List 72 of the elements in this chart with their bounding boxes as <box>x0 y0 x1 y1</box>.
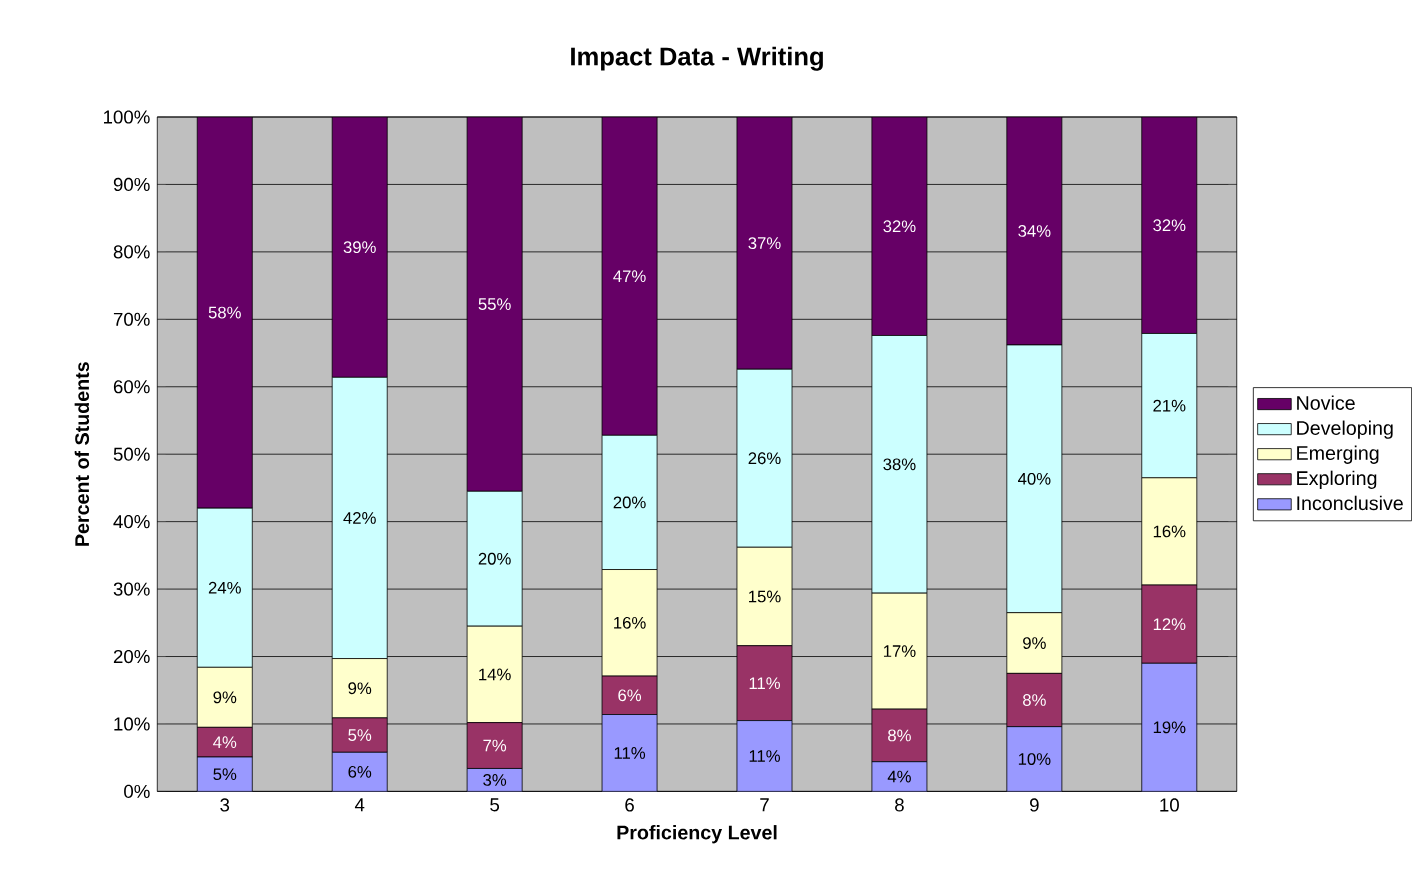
data-label: 20% <box>613 496 646 509</box>
x-tick-label: 6 <box>625 798 634 812</box>
y-tick-label: 60% <box>113 380 150 394</box>
data-label: 8% <box>888 729 911 742</box>
legend-label: Novice <box>1297 395 1355 411</box>
y-tick-label: 70% <box>113 312 150 327</box>
data-label: 16% <box>614 617 646 629</box>
data-label: 32% <box>883 220 916 233</box>
x-tick-label: 7 <box>760 798 769 812</box>
data-label: 40% <box>1018 473 1051 485</box>
data-label: 9% <box>1023 637 1046 650</box>
data-label: 9% <box>213 691 237 704</box>
data-label: 5% <box>213 768 237 781</box>
data-label: 19% <box>1153 721 1186 734</box>
data-label: 38% <box>883 458 916 471</box>
data-label: 20% <box>478 552 511 565</box>
legend-label: Inconclusive <box>1297 495 1403 511</box>
data-label: 32% <box>1153 219 1186 232</box>
y-axis-title: Percent of Students <box>74 362 90 546</box>
x-tick-label: 4 <box>354 798 365 812</box>
data-label: 39% <box>343 241 376 254</box>
data-label: 42% <box>343 512 376 524</box>
y-tick-label: 10% <box>114 717 150 731</box>
bar <box>601 714 658 792</box>
data-label: 8% <box>1023 694 1046 707</box>
data-label: 55% <box>478 298 511 311</box>
legend-label: Exploring <box>1297 470 1377 490</box>
data-label: 6% <box>618 689 642 702</box>
data-label: 24% <box>208 581 241 594</box>
x-axis-title: Proficiency Level <box>617 825 777 844</box>
y-tick-label: 50% <box>113 447 150 461</box>
data-label: 26% <box>748 452 781 465</box>
y-tick-label: 100% <box>104 110 150 124</box>
data-label: 11% <box>749 750 781 762</box>
y-tick-label: 20% <box>113 650 150 664</box>
bar <box>736 720 793 792</box>
data-label: 9% <box>348 682 372 695</box>
data-label: 6% <box>348 766 372 778</box>
data-label: 11% <box>614 747 646 759</box>
y-tick-label: 90% <box>113 177 150 192</box>
bar <box>331 752 388 792</box>
data-label: 14% <box>479 668 511 681</box>
data-label: 11% <box>749 677 781 690</box>
data-label: 4% <box>213 736 237 749</box>
x-tick-label: 3 <box>220 798 230 812</box>
x-tick-label: 10 <box>1160 798 1179 812</box>
legend-label: Developing <box>1297 420 1393 439</box>
data-label: 10% <box>1018 753 1051 766</box>
data-label: 47% <box>613 270 646 283</box>
x-tick-label: 8 <box>895 798 904 812</box>
legend-label: Emerging <box>1297 445 1379 465</box>
data-label: 15% <box>749 590 781 603</box>
data-label: 4% <box>887 770 911 783</box>
data-label: 17% <box>883 645 916 658</box>
data-label: 58% <box>208 306 241 319</box>
data-label: 7% <box>483 739 507 752</box>
data-label: 16% <box>1153 525 1186 538</box>
chart-title: Impact Data - Writing <box>571 46 823 71</box>
data-label: 5% <box>348 729 372 742</box>
x-tick-label: 9 <box>1030 798 1039 812</box>
data-label: 12% <box>1153 618 1186 631</box>
x-tick-label: 5 <box>490 798 500 812</box>
y-tick-label: 40% <box>113 515 150 529</box>
y-tick-label: 30% <box>113 582 150 596</box>
data-label: 21% <box>1153 399 1186 412</box>
bar <box>1006 726 1063 792</box>
y-tick-label: 0% <box>124 784 150 799</box>
data-label: 34% <box>1018 225 1051 237</box>
y-tick-label: 80% <box>113 245 150 259</box>
data-label: 37% <box>748 237 781 250</box>
bar <box>1141 662 1198 792</box>
data-label: 3% <box>483 774 507 786</box>
